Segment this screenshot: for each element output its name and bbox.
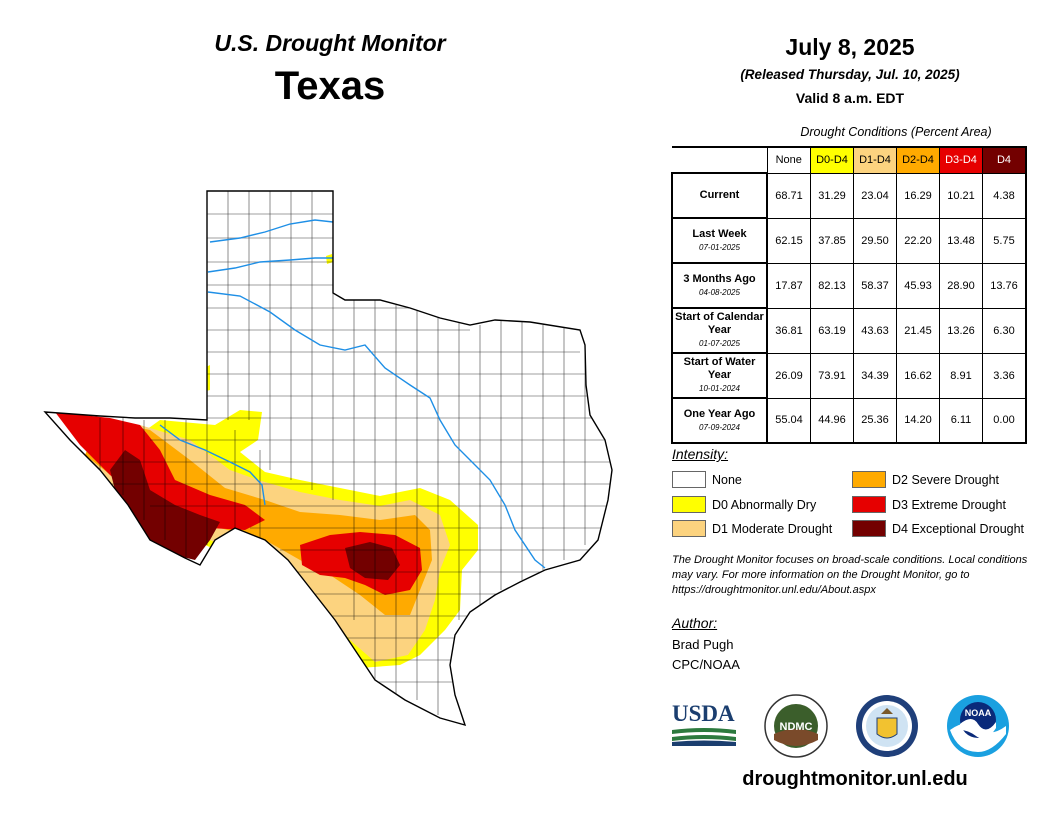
legend-item-d4: D4 Exceptional Drought <box>852 520 1024 537</box>
table-cell: 68.71 <box>766 172 811 219</box>
usda-stripes-icon <box>672 728 736 746</box>
table-row: Last Week 07-01-2025 62.15 37.85 29.50 22… <box>671 217 1027 264</box>
map-subtitle: U.S. Drought Monitor <box>214 30 446 56</box>
table-cell: 36.81 <box>766 307 811 354</box>
row-label: 3 Months Ago 04-08-2025 <box>671 262 768 309</box>
table-cell: 25.36 <box>853 397 897 444</box>
table-cell: 13.48 <box>939 217 983 264</box>
row-label: Last Week 07-01-2025 <box>671 217 768 264</box>
row-label: Start of Water Year 10-01-2024 <box>671 352 768 399</box>
table-cell: 6.30 <box>982 307 1027 354</box>
row-label: Start of Calendar Year 01-07-2025 <box>671 307 768 354</box>
legend-swatch <box>852 520 886 537</box>
table-cell: 22.20 <box>896 217 940 264</box>
table-cell: 13.26 <box>939 307 983 354</box>
table-cell: 16.29 <box>896 172 940 219</box>
drought-conditions-table: None D0-D4 D1-D4 D2-D4 D3-D4 D4 Current … <box>671 146 1027 444</box>
legend-label: D2 Severe Drought <box>892 472 1000 487</box>
table-cell: 17.87 <box>766 262 811 309</box>
legend-item-d0: D0 Abnormally Dry <box>672 496 816 513</box>
release-date: (Released Thursday, Jul. 10, 2025) <box>740 67 960 82</box>
author-org: CPC/NOAA <box>672 657 740 672</box>
noaa-logo-icon: NOAA <box>947 695 1009 757</box>
legend-swatch <box>852 471 886 488</box>
table-cell: 82.13 <box>810 262 854 309</box>
table-cell: 23.04 <box>853 172 897 219</box>
table-cell: 29.50 <box>853 217 897 264</box>
table-row: Start of Water Year 10-01-2024 26.09 73.9… <box>671 352 1027 399</box>
table-cell: 0.00 <box>982 397 1027 444</box>
legend-label: None <box>712 472 742 487</box>
ndmc-seal-icon: NDMC <box>764 694 828 758</box>
disclaimer-note: The Drought Monitor focuses on broad-sca… <box>672 554 1028 596</box>
table-cell: 45.93 <box>896 262 940 309</box>
table-cell: 4.38 <box>982 172 1027 219</box>
map-title: Texas <box>274 64 386 108</box>
legend-item-d1: D1 Moderate Drought <box>672 520 832 537</box>
legend-swatch <box>672 520 706 537</box>
table-cell: 16.62 <box>896 352 940 399</box>
table-cell: 43.63 <box>853 307 897 354</box>
table-cell: 37.85 <box>810 217 854 264</box>
author-heading: Author: <box>672 615 718 631</box>
legend-label: D0 Abnormally Dry <box>712 497 817 512</box>
legend-title: Intensity: <box>672 446 729 462</box>
table-cell: 28.90 <box>939 262 983 309</box>
valid-time: Valid 8 a.m. EDT <box>795 90 905 106</box>
table-cell: 73.91 <box>810 352 854 399</box>
conditions-table-title: Drought Conditions (Percent Area) <box>800 125 992 139</box>
legend-item-none: None <box>672 471 742 488</box>
table-cell: 44.96 <box>810 397 854 444</box>
table-cell: 58.37 <box>853 262 897 309</box>
map-date: July 8, 2025 <box>785 34 915 60</box>
svg-text:NOAA: NOAA <box>965 708 992 718</box>
table-cell: 31.29 <box>810 172 854 219</box>
svg-text:NDMC: NDMC <box>780 721 813 733</box>
commerce-seal-icon <box>856 695 918 757</box>
column-header: None <box>766 146 811 174</box>
legend-label: D4 Exceptional Drought <box>892 521 1025 536</box>
table-cell: 8.91 <box>939 352 983 399</box>
table-row: 3 Months Ago 04-08-2025 17.87 82.13 58.37… <box>671 262 1027 309</box>
table-cell: 3.36 <box>982 352 1027 399</box>
table-corner <box>672 146 767 173</box>
table-cell: 6.11 <box>939 397 983 444</box>
table-cell: 34.39 <box>853 352 897 399</box>
legend-swatch <box>672 496 706 513</box>
table-row: Start of Calendar Year 01-07-2025 36.81 6… <box>671 307 1027 354</box>
legend-swatch <box>852 496 886 513</box>
row-label: Current <box>671 172 768 219</box>
legend-label: D3 Extreme Drought <box>892 497 1006 512</box>
author-name: Brad Pugh <box>672 637 734 652</box>
table-header-row: None D0-D4 D1-D4 D2-D4 D3-D4 D4 <box>672 146 1027 174</box>
table-row: One Year Ago 07-09-2024 55.04 44.96 25.36… <box>671 397 1027 444</box>
column-header: D0-D4 <box>810 146 854 174</box>
column-header: D2-D4 <box>896 146 940 174</box>
legend-swatch <box>672 471 706 488</box>
column-header: D1-D4 <box>853 146 897 174</box>
legend-item-d3: D3 Extreme Drought <box>852 496 1006 513</box>
row-label: One Year Ago 07-09-2024 <box>671 397 768 444</box>
usda-logo: USDA <box>672 702 736 748</box>
table-cell: 62.15 <box>766 217 811 264</box>
legend-item-d2: D2 Severe Drought <box>852 471 999 488</box>
table-cell: 21.45 <box>896 307 940 354</box>
table-cell: 63.19 <box>810 307 854 354</box>
table-cell: 5.75 <box>982 217 1027 264</box>
texas-drought-map <box>43 190 613 727</box>
table-cell: 10.21 <box>939 172 983 219</box>
table-row: Current 68.71 31.29 23.04 16.29 10.21 4.… <box>671 172 1027 219</box>
column-header: D4 <box>982 146 1027 174</box>
table-cell: 26.09 <box>766 352 811 399</box>
column-header: D3-D4 <box>939 146 983 174</box>
table-cell: 55.04 <box>766 397 811 444</box>
website-url[interactable]: droughtmonitor.unl.edu <box>742 768 968 790</box>
legend-label: D1 Moderate Drought <box>712 521 833 536</box>
table-cell: 14.20 <box>896 397 940 444</box>
table-cell: 13.76 <box>982 262 1027 309</box>
